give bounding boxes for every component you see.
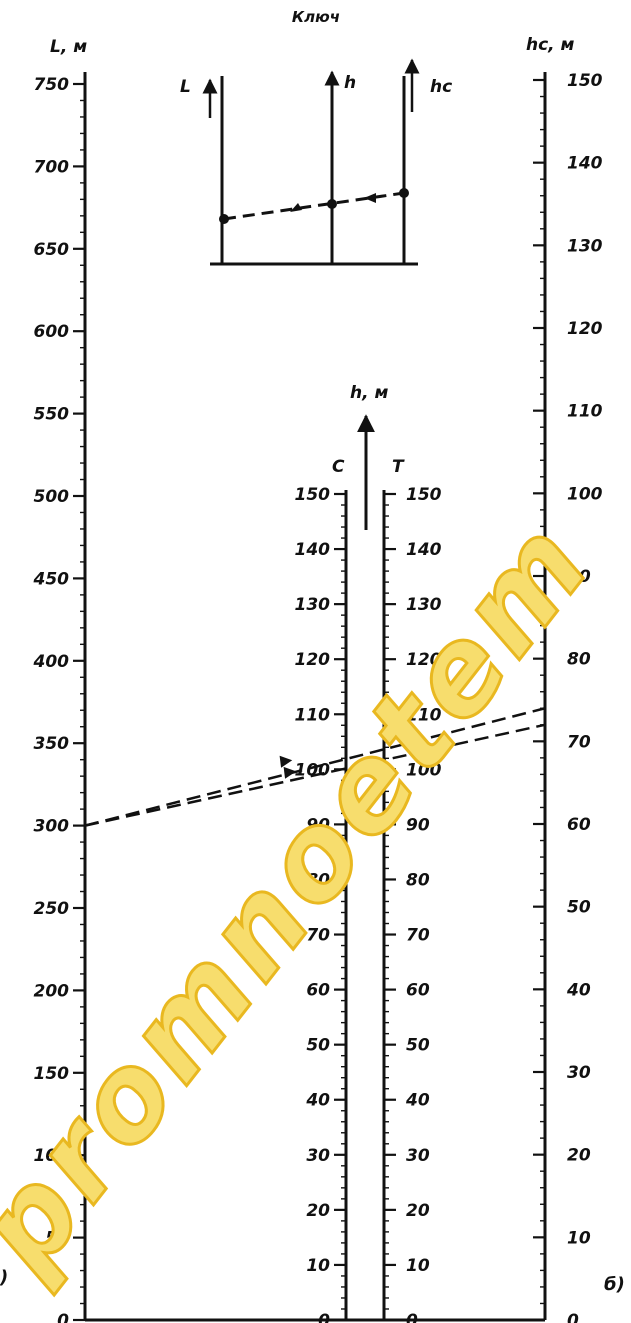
center-c-label-70: 70 <box>306 926 330 946</box>
center-c-label-10: 10 <box>306 1256 330 1276</box>
right-label-130: 130 <box>567 236 603 256</box>
center-t-label-120: 120 <box>406 650 442 670</box>
right-label-150: 150 <box>567 71 603 91</box>
center-c-label-150: 150 <box>295 485 331 505</box>
center-c-label-20: 20 <box>306 1201 330 1221</box>
right-label-70: 70 <box>567 732 591 752</box>
center-c-label-120: 120 <box>295 650 331 670</box>
center-t-label-30: 30 <box>406 1146 430 1166</box>
example-line-2 <box>84 707 546 827</box>
left-label-100: 100 <box>34 1146 70 1166</box>
left-label-500: 500 <box>34 487 70 507</box>
left-label-600: 600 <box>34 322 70 342</box>
center-t-label-0: 0 <box>406 1311 418 1323</box>
right-label-100: 100 <box>567 484 603 504</box>
center-c-label-40: 40 <box>305 1091 330 1111</box>
key-inset: Ключ L h hс <box>180 8 452 266</box>
left-label-200: 200 <box>34 981 70 1001</box>
center-c-label-30: 30 <box>306 1146 330 1166</box>
center-right-label: Т <box>392 457 405 477</box>
center-c-label-110: 110 <box>295 705 331 725</box>
right-label-20: 20 <box>567 1146 591 1166</box>
right-label-40: 40 <box>566 980 591 1000</box>
key-label-hc: hс <box>430 77 452 97</box>
center-left-label: С <box>332 457 345 477</box>
left-label-700: 700 <box>34 157 70 177</box>
right-label-60: 60 <box>567 815 591 835</box>
left-label-0: 0 <box>57 1311 69 1323</box>
left-label-400: 400 <box>33 652 70 672</box>
center-c-label-60: 60 <box>306 981 330 1001</box>
key-dashed-line <box>223 191 405 221</box>
center-t-label-20: 20 <box>406 1201 430 1221</box>
center-t-label-40: 40 <box>405 1091 430 1111</box>
center-c-label-50: 50 <box>306 1036 330 1056</box>
scale-labels: 0501001502002503003504004505005506006507… <box>33 71 603 1323</box>
example-lines <box>84 707 546 827</box>
example-arrow-2 <box>279 755 293 768</box>
left-label-550: 550 <box>34 405 70 425</box>
right-axis-title: hс, м <box>526 35 575 55</box>
left-label-300: 300 <box>34 817 70 837</box>
center-c-label-0: 0 <box>318 1311 330 1323</box>
center-c-label-140: 140 <box>295 540 331 560</box>
center-axis-title: h, м <box>350 383 388 403</box>
key-arrow-to-h <box>290 203 302 212</box>
center-t-label-130: 130 <box>406 595 442 615</box>
center-t-label-10: 10 <box>406 1256 430 1276</box>
right-label-30: 30 <box>567 1063 591 1083</box>
left-label-50: 50 <box>45 1229 69 1249</box>
center-t-label-50: 50 <box>406 1036 430 1056</box>
right-label-10: 10 <box>567 1228 591 1248</box>
center-t-label-70: 70 <box>406 926 430 946</box>
left-label-150: 150 <box>34 1064 70 1084</box>
right-label-50: 50 <box>567 898 591 918</box>
center-c-label-80: 80 <box>306 870 330 890</box>
key-title: Ключ <box>292 8 340 26</box>
center-t-label-150: 150 <box>406 485 442 505</box>
example-arrow-1 <box>283 766 297 779</box>
edge-mark-right: б) <box>604 1274 625 1295</box>
key-point-hc <box>399 188 409 198</box>
scale-ticks <box>73 78 545 1322</box>
example-line-1 <box>84 723 546 827</box>
key-point-h <box>327 199 337 209</box>
right-label-110: 110 <box>567 402 603 422</box>
left-label-750: 750 <box>34 75 70 95</box>
center-c-label-90: 90 <box>306 815 330 835</box>
center-t-label-100: 100 <box>406 760 442 780</box>
center-c-label-130: 130 <box>295 595 331 615</box>
edge-mark-left: ) <box>0 1267 8 1288</box>
center-t-label-60: 60 <box>406 981 430 1001</box>
center-t-label-110: 110 <box>406 705 442 725</box>
right-label-80: 80 <box>567 650 591 670</box>
key-arrow-from-hc <box>364 193 376 203</box>
key-point-L <box>219 214 229 224</box>
left-label-250: 250 <box>34 899 70 919</box>
right-label-140: 140 <box>567 154 603 174</box>
center-t-label-140: 140 <box>406 540 442 560</box>
key-label-L: L <box>180 77 191 97</box>
right-label-90: 90 <box>567 567 591 587</box>
key-label-h: h <box>344 73 356 93</box>
left-label-650: 650 <box>34 240 70 260</box>
left-label-450: 450 <box>33 569 70 589</box>
left-axis-title: L, м <box>50 37 87 57</box>
right-label-120: 120 <box>567 319 603 339</box>
center-t-label-80: 80 <box>406 870 430 890</box>
left-label-350: 350 <box>34 734 70 754</box>
right-label-0: 0 <box>567 1311 579 1323</box>
center-t-label-90: 90 <box>406 815 430 835</box>
